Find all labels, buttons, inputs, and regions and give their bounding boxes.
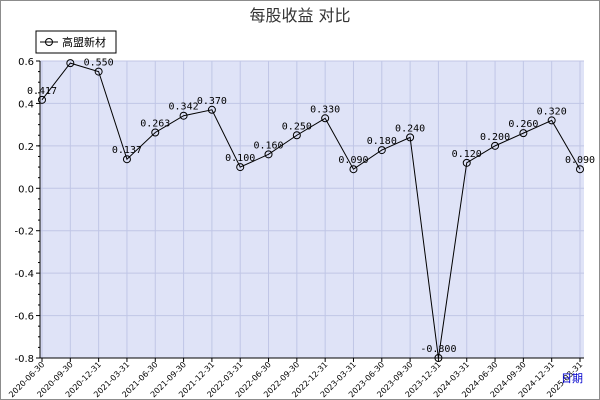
data-point-marker bbox=[406, 133, 415, 142]
data-label: 0.417 bbox=[27, 86, 57, 97]
data-label: 0.137 bbox=[112, 145, 142, 156]
data-point-marker bbox=[66, 59, 75, 68]
data-point-marker bbox=[122, 155, 131, 164]
legend-box bbox=[35, 30, 117, 54]
legend-label: 高盟新材 bbox=[62, 35, 106, 49]
y-tick-label: -0.6 bbox=[14, 312, 34, 323]
data-point-marker bbox=[519, 129, 528, 138]
data-point-marker bbox=[151, 128, 160, 137]
y-tick-label: -0.2 bbox=[14, 227, 34, 238]
data-point-marker bbox=[236, 163, 245, 172]
y-tick-label: -0.8 bbox=[14, 354, 34, 365]
data-label: 0.370 bbox=[197, 96, 227, 107]
legend-marker bbox=[45, 38, 53, 46]
data-label: -0.800 bbox=[420, 344, 456, 355]
y-tick-label: 0.6 bbox=[18, 57, 34, 68]
data-label: 0.260 bbox=[508, 119, 538, 130]
data-label: 0.090 bbox=[338, 155, 368, 166]
grid-lines bbox=[40, 60, 584, 359]
data-point-marker bbox=[349, 165, 358, 174]
data-label: 0.180 bbox=[367, 136, 397, 147]
y-tick-label: -0.4 bbox=[14, 269, 34, 280]
data-label: 0.320 bbox=[537, 106, 567, 117]
data-label: 0.240 bbox=[395, 123, 425, 134]
data-point-marker bbox=[491, 141, 500, 150]
y-tick-label: 0.2 bbox=[18, 142, 34, 153]
data-label: 0.250 bbox=[282, 121, 312, 132]
data-label: 0.200 bbox=[480, 132, 510, 143]
data-point-marker bbox=[264, 150, 273, 159]
series-line bbox=[38, 59, 584, 362]
x-axis-ticks: 2020-06-302020-09-302020-12-312021-03-31… bbox=[7, 358, 584, 399]
data-point-marker bbox=[576, 165, 584, 174]
data-point-marker bbox=[292, 131, 301, 140]
data-point-marker bbox=[207, 105, 216, 114]
data-label: 0.263 bbox=[140, 118, 170, 129]
data-point-marker bbox=[377, 146, 386, 155]
chart-title: 每股收益 对比 bbox=[249, 6, 350, 25]
plot-area bbox=[40, 61, 584, 358]
data-label: 0.100 bbox=[225, 153, 255, 164]
y-axis-ticks: 0.6 0.4 0.2 0.0 -0.2 -0.4 -0.6 -0.8 bbox=[14, 57, 40, 365]
y-tick-label: 0.0 bbox=[18, 184, 34, 195]
data-label: 0.090 bbox=[565, 155, 595, 166]
data-point-marker bbox=[434, 354, 443, 362]
data-point-marker bbox=[321, 114, 330, 123]
data-label: 0.330 bbox=[310, 104, 340, 115]
data-point-marker bbox=[462, 158, 471, 167]
y-tick-label: 0.4 bbox=[18, 99, 34, 110]
series-polyline bbox=[41, 62, 581, 359]
data-point-marker bbox=[547, 116, 556, 125]
data-label: 0.120 bbox=[452, 149, 482, 160]
legend: 高盟新材 bbox=[35, 30, 117, 54]
data-label: 0.550 bbox=[84, 58, 114, 69]
x-axis-label: 日期 bbox=[561, 372, 583, 385]
data-label: 0.160 bbox=[253, 140, 283, 151]
data-point-marker bbox=[94, 67, 103, 76]
data-point-marker bbox=[179, 111, 188, 120]
data-label: 0.342 bbox=[169, 102, 199, 113]
data-point-marker bbox=[38, 95, 46, 104]
